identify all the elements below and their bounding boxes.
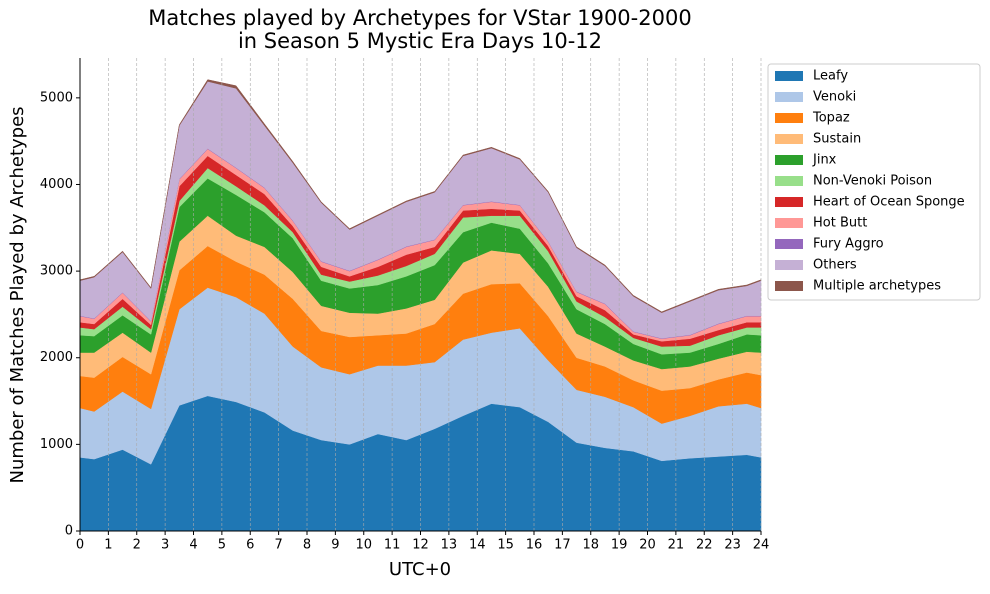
chart-title: Matches played by Archetypes for VStar 1… — [148, 6, 691, 30]
legend-swatch — [775, 260, 803, 270]
x-tick-label: 23 — [724, 538, 741, 553]
x-tick-label: 22 — [696, 538, 713, 553]
legend-swatch — [775, 239, 803, 249]
legend-label: Jinx — [812, 153, 837, 168]
x-tick-label: 6 — [246, 538, 254, 553]
legend-label: Venoki — [813, 90, 856, 105]
x-tick-label: 10 — [355, 538, 372, 553]
x-tick-label: 0 — [76, 538, 84, 553]
y-tick-label: 5000 — [40, 90, 73, 105]
legend-label: Multiple archetypes — [813, 279, 941, 294]
legend-swatch — [775, 281, 803, 291]
y-tick-label: 1000 — [40, 437, 73, 452]
legend-label: Topaz — [812, 111, 850, 126]
x-tick-label: 21 — [668, 538, 685, 553]
legend-label: Fury Aggro — [813, 237, 884, 252]
legend-swatch — [775, 113, 803, 123]
y-tick-label: 0 — [65, 524, 73, 539]
legend-swatch — [775, 92, 803, 102]
x-tick-label: 17 — [554, 538, 571, 553]
y-tick-label: 3000 — [40, 264, 73, 279]
x-tick-label: 5 — [218, 538, 226, 553]
x-tick-label: 11 — [384, 538, 401, 553]
legend-box — [767, 63, 981, 301]
y-tick-label: 2000 — [40, 350, 73, 365]
legend-swatch — [775, 218, 803, 228]
legend-swatch — [775, 155, 803, 165]
legend-label: Leafy — [813, 69, 848, 84]
legend-label: Hot Butt — [813, 216, 867, 231]
legend-label: Sustain — [813, 132, 861, 147]
legend-swatch — [775, 197, 803, 207]
x-tick-label: 24 — [753, 538, 770, 553]
y-axis-label: Number of Matches Played by Archetypes — [7, 106, 28, 483]
x-tick-label: 8 — [303, 538, 311, 553]
x-axis-label: UTC+0 — [389, 559, 451, 580]
x-tick-label: 4 — [189, 538, 197, 553]
x-tick-label: 9 — [331, 538, 339, 553]
legend-swatch — [775, 71, 803, 81]
legend-swatch — [775, 176, 803, 186]
legend-swatch — [775, 134, 803, 144]
legend-label: Non-Venoki Poison — [813, 174, 932, 189]
x-tick-label: 13 — [441, 538, 458, 553]
x-tick-label: 7 — [274, 538, 282, 553]
x-tick-label: 14 — [469, 538, 486, 553]
x-tick-label: 18 — [582, 538, 599, 553]
x-tick-label: 19 — [611, 538, 628, 553]
y-tick-label: 4000 — [40, 177, 73, 192]
x-tick-label: 20 — [639, 538, 656, 553]
x-tick-label: 2 — [133, 538, 141, 553]
legend-label: Heart of Ocean Sponge — [813, 195, 965, 210]
x-tick-label: 3 — [161, 538, 169, 553]
chart-title: in Season 5 Mystic Era Days 10-12 — [238, 29, 602, 53]
x-tick-label: 1 — [104, 538, 112, 553]
x-tick-label: 12 — [412, 538, 429, 553]
x-tick-label: 16 — [526, 538, 543, 553]
legend-label: Others — [813, 258, 857, 273]
x-tick-label: 15 — [497, 538, 514, 553]
